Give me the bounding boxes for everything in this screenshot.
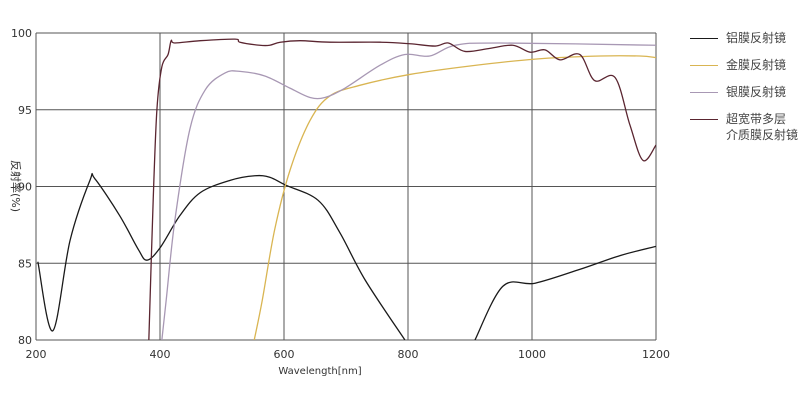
legend-swatch <box>690 119 718 120</box>
legend-item: 银膜反射镜 <box>690 84 800 100</box>
x-tick-label: 600 <box>274 348 295 361</box>
tick-labels: 80 85 90 95 100 200 400 600 800 1000 1200 <box>11 27 670 361</box>
legend-swatch <box>690 38 718 39</box>
x-tick-label: 1000 <box>518 348 546 361</box>
legend-item: 超宽带多层 介质膜反射镜 <box>690 111 800 143</box>
legend-label: 金膜反射镜 <box>726 58 787 72</box>
series-line-2 <box>161 42 656 340</box>
y-tick-label: 80 <box>18 334 32 347</box>
legend-label: 铝膜反射镜 <box>726 31 787 45</box>
y-tick-label: 90 <box>18 181 32 194</box>
x-tick-label: 400 <box>150 348 171 361</box>
legend-swatch <box>690 65 718 66</box>
y-axis-label: 反射率(%) <box>9 160 23 212</box>
series-curves <box>37 38 656 340</box>
legend: 铝膜反射镜金膜反射镜银膜反射镜超宽带多层 介质膜反射镜 <box>690 30 800 154</box>
x-tick-label: 200 <box>26 348 47 361</box>
x-tick-label: 800 <box>398 348 419 361</box>
legend-swatch <box>690 92 718 93</box>
legend-item: 铝膜反射镜 <box>690 30 800 46</box>
y-tick-label: 95 <box>18 104 32 117</box>
y-tick-label: 100 <box>11 27 32 40</box>
legend-label: 超宽带多层 介质膜反射镜 <box>726 112 799 142</box>
series-line-1 <box>253 55 656 340</box>
y-tick-label: 85 <box>18 257 32 270</box>
legend-label: 银膜反射镜 <box>726 85 787 99</box>
legend-item: 金膜反射镜 <box>690 57 800 73</box>
x-axis-label: Wavelength[nm] <box>278 366 361 377</box>
series-line-0 <box>474 245 656 340</box>
grid <box>35 32 657 341</box>
series-line-0 <box>37 172 406 340</box>
x-tick-label: 1200 <box>642 348 670 361</box>
series-line-3 <box>148 38 656 340</box>
